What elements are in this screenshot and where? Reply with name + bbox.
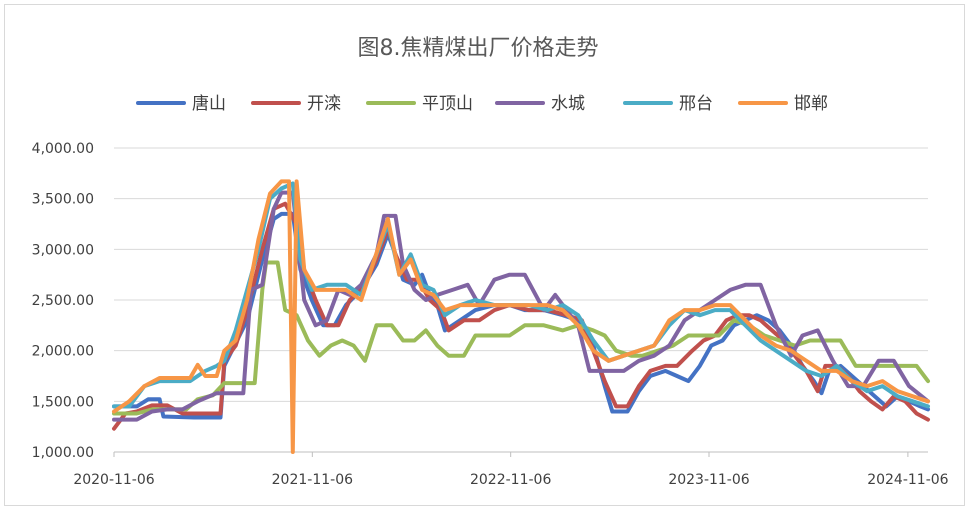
legend: 唐山 开滦 平顶山 水城 邢台 邯郸 [136, 93, 828, 114]
y-tick-label: 3,000.00 [32, 242, 94, 258]
y-tick-label: 1,000.00 [32, 445, 94, 461]
y-tick-label: 4,000.00 [32, 141, 94, 157]
x-tick-label: 2022-11-06 [470, 472, 551, 488]
y-tick-label: 2,500.00 [32, 293, 94, 309]
chart-title: 图8.焦精煤出厂价格走势 [358, 36, 599, 61]
x-tick-label: 2020-11-06 [73, 472, 154, 488]
series-line-1 [112, 211, 930, 420]
x-axis: 2020-11-06 2021-11-06 2022-11-06 2023-11-06… [73, 452, 949, 488]
legend-label: 邢台 [679, 94, 713, 114]
legend-label: 水城 [551, 94, 585, 114]
x-tick-label: 2023-11-06 [668, 472, 749, 488]
y-tick-label: 1,500.00 [32, 394, 94, 410]
y-tick-label: 3,500.00 [32, 192, 94, 208]
legend-label: 唐山 [192, 93, 226, 114]
legend-label: 开滦 [307, 94, 341, 114]
legend-label: 邯郸 [794, 94, 828, 114]
chart-frame [4, 4, 965, 506]
series-line-6 [112, 179, 930, 454]
series-line-4 [112, 190, 930, 422]
x-tick-label: 2021-11-06 [272, 472, 353, 488]
series-group [112, 179, 930, 454]
legend-label: 平顶山 [422, 94, 473, 114]
y-tick-label: 2,000.00 [32, 344, 94, 360]
y-axis: 1,000.00 1,500.00 2,000.00 2,500.00 3,000.00… [32, 141, 94, 461]
x-tick-label: 2024-11-06 [867, 472, 948, 488]
series-line-5 [112, 181, 930, 409]
gridlines [114, 147, 928, 453]
